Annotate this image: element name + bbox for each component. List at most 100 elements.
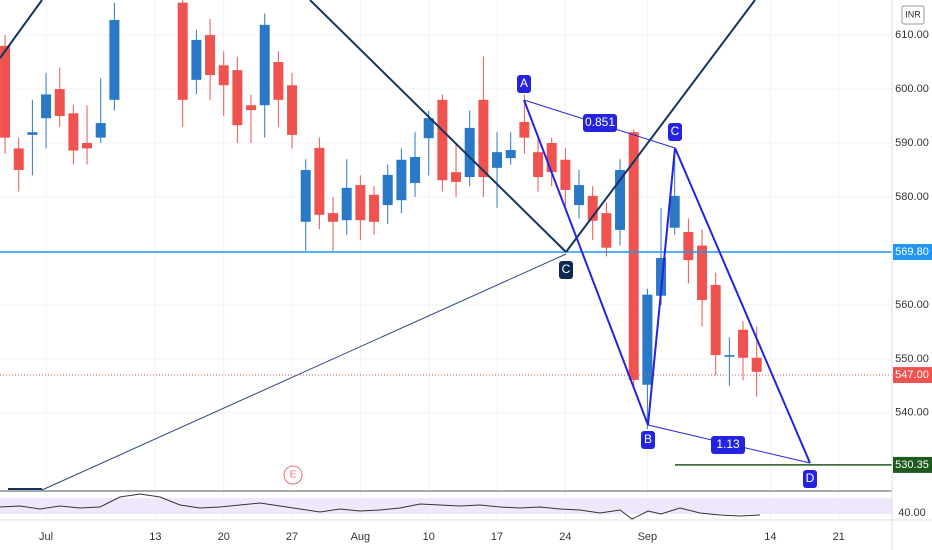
candle-body	[369, 194, 380, 222]
candle-body	[191, 39, 202, 80]
candle-body	[328, 213, 339, 222]
candle-body	[177, 2, 188, 100]
y-tick-label: 600.00	[895, 83, 929, 95]
candle-body	[109, 19, 120, 100]
candle-body	[232, 70, 243, 126]
y-tick-label: 560.00	[895, 299, 929, 311]
candle-body	[54, 89, 65, 117]
candles	[0, 0, 892, 466]
candle-body	[13, 148, 24, 170]
candle-body	[355, 185, 366, 221]
pattern-label-box	[559, 261, 573, 279]
x-tick-label: Sep	[638, 531, 658, 543]
pattern-label-box	[517, 75, 531, 93]
y-tick-label: 580.00	[895, 191, 929, 203]
x-tick-label: Aug	[351, 531, 371, 543]
candle-body	[560, 159, 571, 190]
pattern-line	[523, 99, 811, 464]
candle-body	[300, 169, 311, 222]
rsi-tick-label: 40.00	[898, 507, 926, 519]
candle-body	[396, 159, 407, 201]
pattern-labels: A B C D C 0.851 1.13 E	[290, 75, 817, 488]
candle-body	[95, 123, 106, 138]
candle-body	[628, 132, 639, 380]
x-tick-label: 21	[833, 531, 845, 543]
pattern-label: C	[671, 124, 680, 138]
currency-box[interactable]	[901, 5, 925, 25]
rsi-pane	[0, 490, 932, 521]
candle-body	[601, 213, 612, 248]
candle-body	[82, 143, 93, 149]
candle-body	[492, 152, 503, 168]
candle-body	[710, 284, 721, 356]
y-tick-label: 590.00	[895, 137, 929, 149]
trend-line	[41, 253, 567, 491]
trend-line	[565, 0, 756, 253]
candle-body	[382, 174, 393, 206]
price-tag-label: 547.00	[895, 369, 929, 381]
x-tick-label: Jul	[39, 531, 53, 543]
rsi-band	[0, 498, 892, 514]
pattern-label-box	[711, 436, 745, 454]
pattern-label-box	[668, 123, 682, 141]
x-tick-label: 14	[764, 531, 776, 543]
price-tag-label: 569.80	[895, 246, 929, 258]
candle-body	[41, 94, 52, 119]
candle-body	[259, 24, 270, 106]
candle-body	[341, 187, 352, 221]
candle-body	[451, 172, 462, 182]
drawings	[0, 0, 811, 491]
pattern-label: 0.851	[585, 115, 615, 129]
candle-body	[287, 85, 298, 135]
candle-body	[587, 195, 598, 221]
pattern-label-box	[803, 470, 817, 488]
candle-body	[546, 143, 557, 173]
pattern-label: C	[562, 262, 571, 276]
candle-body	[724, 355, 735, 357]
candle-body	[669, 195, 680, 228]
trend-line	[309, 0, 567, 253]
x-tick-label: 13	[149, 531, 161, 543]
candle-body	[642, 294, 653, 385]
price-tag	[893, 244, 932, 261]
candle-body	[519, 121, 530, 138]
price-tag	[893, 456, 932, 473]
y-tick-label: 540.00	[895, 407, 929, 419]
candle-body	[505, 150, 516, 159]
price-tag-label: 530.35	[895, 459, 929, 471]
candle-body	[410, 157, 421, 183]
candle-body	[246, 105, 257, 111]
candle-body	[615, 169, 626, 230]
pattern-label-box	[583, 114, 617, 132]
candle-body	[437, 99, 448, 181]
event-marker[interactable]	[283, 465, 303, 485]
candle-body	[464, 127, 475, 178]
candle-body	[205, 35, 216, 76]
candle-body	[273, 62, 284, 100]
axes: 610.00 600.00 590.00 580.00 560.00 550.00 540.…	[39, 29, 932, 543]
candle-body	[574, 185, 585, 206]
candle-body	[218, 65, 229, 86]
y-tick-label: 550.00	[895, 353, 929, 365]
pattern-label: 1.13	[716, 437, 740, 451]
candle-body	[533, 152, 544, 178]
candle-body	[27, 132, 38, 135]
candle-body	[683, 232, 694, 261]
candle-body	[68, 113, 79, 151]
rsi-line	[0, 493, 761, 520]
pattern-label: E	[290, 470, 297, 481]
pattern-label-box	[641, 431, 655, 449]
y-tick-label: 610.00	[895, 29, 929, 41]
candle-body	[478, 99, 489, 178]
price-tag	[893, 367, 932, 384]
pattern-label: B	[644, 432, 652, 446]
x-tick-label: 24	[559, 531, 571, 543]
pattern-label: D	[806, 471, 815, 485]
candle-body	[697, 245, 708, 301]
candle-body	[738, 329, 749, 358]
candle-body	[314, 147, 325, 215]
candle-body	[423, 118, 434, 139]
